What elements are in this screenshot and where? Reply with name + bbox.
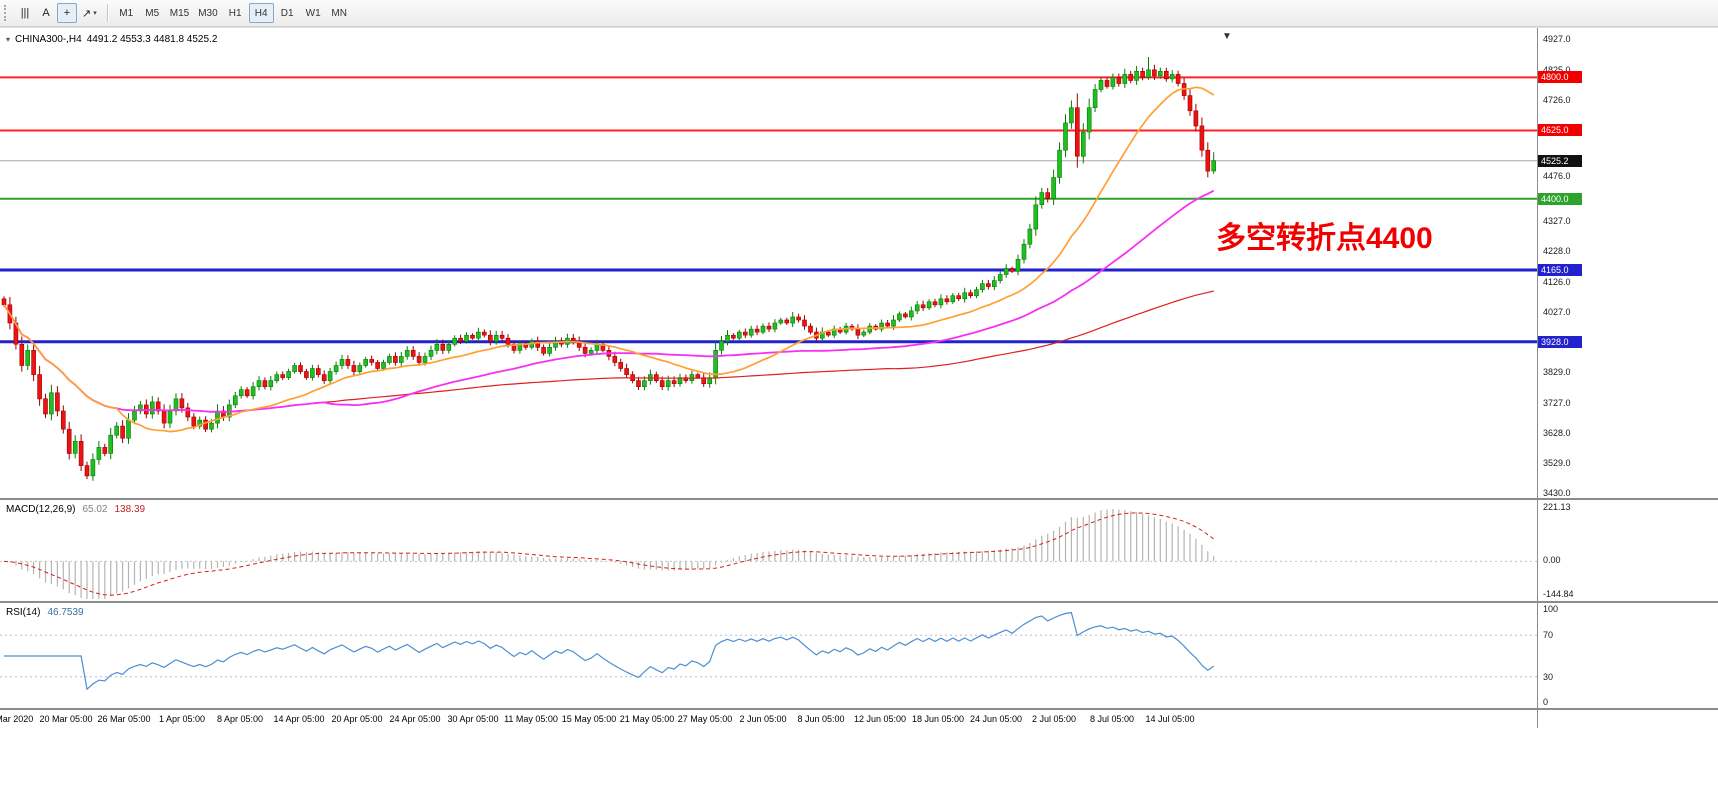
timeframe-button-h1[interactable]: H1 — [228, 7, 242, 19]
price-tick: 3529.0 — [1543, 458, 1571, 468]
macd-label: MACD(12,26,9) 65.02 138.39 — [6, 504, 145, 515]
rsi-label: RSI(14) 46.7539 — [6, 607, 84, 618]
pane-splitter-macd[interactable] — [0, 498, 1718, 500]
price-tag-4165.0: 4165.0 — [1538, 264, 1582, 276]
time-label: 12 Jun 05:00 — [853, 714, 907, 724]
time-label: 18 Jun 05:00 — [911, 714, 965, 724]
rsi-axis-0: 0 — [1543, 697, 1549, 707]
time-scale[interactable]: 16 Mar 2020 20 Mar 05:00 26 Mar 05:00 1 Apr… — [0, 708, 1537, 730]
rsi-chart[interactable] — [0, 604, 1537, 708]
pane-splitter-rsi[interactable] — [0, 601, 1718, 603]
rsi-axis-70: 70 — [1543, 630, 1554, 640]
time-label: 8 Jul 05:00 — [1089, 714, 1135, 724]
macd-axis-zero: 0.00 — [1543, 555, 1561, 565]
macd-axis-top: 221.13 — [1543, 502, 1571, 512]
ohlc-quote: 4491.2 4553.3 4481.8 4525.2 — [86, 34, 218, 45]
price-tag-4625.0: 4625.0 — [1538, 124, 1582, 136]
price-tick: 4327.0 — [1543, 216, 1571, 226]
macd-name: MACD(12,26,9) — [6, 504, 76, 515]
price-tag-4400.0: 4400.0 — [1538, 193, 1582, 205]
time-label: 27 May 05:00 — [677, 714, 733, 724]
text-tool-icon: A — [42, 7, 50, 19]
toolbar-tools: ||| A + ↗ ▾ — [15, 3, 101, 23]
price-tick: 4825.0 — [1543, 65, 1571, 75]
price-scale[interactable]: 4927.04825.04726.04626.04526.04476.04327… — [1538, 31, 1716, 498]
candles-tool-icon: ||| — [20, 7, 30, 19]
price-tick: 4476.0 — [1543, 171, 1571, 181]
chart-annotation[interactable]: 多空转折点4400 — [1216, 222, 1433, 255]
time-label: 20 Apr 05:00 — [331, 714, 383, 724]
timeframe-button-m30[interactable]: M30 — [198, 7, 218, 19]
chart-title: ▾ CHINA300-,H4 4491.2 4553.3 4481.8 4525… — [6, 34, 217, 45]
price-tag-4525.2: 4525.2 — [1538, 155, 1582, 167]
timeframe-button-m15[interactable]: M15 — [169, 7, 190, 19]
caret-icon: ▾ — [93, 10, 97, 17]
rsi-axis-30: 30 — [1543, 672, 1554, 682]
time-label: 30 Apr 05:00 — [447, 714, 499, 724]
price-tick: 3430.0 — [1543, 488, 1571, 498]
timeframe-toolbar: M1 M5 M15 M30 H1 H4 D1 W1 MN — [114, 3, 352, 23]
time-label: 24 Apr 05:00 — [389, 714, 441, 724]
time-label: 11 May 05:00 — [504, 714, 558, 724]
time-label: 21 May 05:00 — [619, 714, 675, 724]
timeframe-button-d1[interactable]: D1 — [280, 7, 294, 19]
chart-window: ▾ CHINA300-,H4 4491.2 4553.3 4481.8 4525… — [0, 27, 1718, 793]
time-label: 2 Jun 05:00 — [739, 714, 787, 724]
timeframe-button-mn[interactable]: MN — [331, 7, 347, 19]
price-tick: 4126.0 — [1543, 277, 1571, 287]
time-label: 8 Apr 05:00 — [216, 714, 264, 724]
chart-context-icon[interactable]: ▾ — [6, 35, 11, 44]
rsi-axis-100: 100 — [1543, 604, 1559, 614]
time-label: 15 May 05:00 — [561, 714, 617, 724]
price-tick: 4726.0 — [1543, 95, 1571, 105]
time-label: 14 Apr 05:00 — [273, 714, 325, 724]
scale-divider — [1537, 28, 1538, 728]
time-label: 24 Jun 05:00 — [969, 714, 1023, 724]
toolbar-separator — [106, 4, 108, 22]
price-tick: 4927.0 — [1543, 34, 1571, 44]
price-pane[interactable]: ▾ CHINA300-,H4 4491.2 4553.3 4481.8 4525… — [0, 31, 1537, 498]
time-label: 1 Apr 05:00 — [158, 714, 206, 724]
price-tick: 3829.0 — [1543, 367, 1571, 377]
time-label: 14 Jul 05:00 — [1145, 714, 1195, 724]
rsi-name: RSI(14) — [6, 607, 41, 618]
time-label: 2 Jul 05:00 — [1031, 714, 1077, 724]
toolbar-grip[interactable] — [4, 5, 10, 21]
price-tag-4800.0: 4800.0 — [1538, 71, 1582, 83]
crosshair-tool[interactable]: + — [57, 3, 77, 23]
timeframe-button-w1[interactable]: W1 — [305, 7, 321, 19]
price-tick: 4027.0 — [1543, 307, 1571, 317]
time-label: 16 Mar 2020 — [0, 714, 34, 724]
price-tick: 4228.0 — [1543, 246, 1571, 256]
crosshair-tool-icon: + — [63, 7, 71, 19]
macd-main-value: 65.02 — [82, 504, 108, 515]
rsi-scale[interactable]: 100 70 30 0 — [1538, 604, 1716, 708]
toolbar: ||| A + ↗ ▾ M1 M5 M15 M30 H1 H4 D1 W1 MN — [0, 0, 1718, 27]
macd-signal-value: 138.39 — [114, 504, 146, 515]
timeframe-button-h4[interactable]: H4 — [248, 3, 274, 23]
rsi-pane[interactable]: RSI(14) 46.7539 — [0, 604, 1537, 708]
time-label: 26 Mar 05:00 — [97, 714, 151, 724]
autoscroll-marker-icon: ▼ — [1222, 31, 1232, 42]
arrows-dropdown-icon: ↗ — [82, 7, 92, 20]
price-tick: 3727.0 — [1543, 398, 1571, 408]
macd-axis-bottom: -144.84 — [1543, 589, 1574, 599]
symbol-timeframe-label: CHINA300-,H4 — [15, 34, 82, 45]
price-tick: 3628.0 — [1543, 428, 1571, 438]
rsi-value: 46.7539 — [47, 607, 84, 618]
macd-scale[interactable]: 221.13 0.00 -144.84 — [1538, 501, 1716, 601]
text-tool[interactable]: A — [36, 3, 56, 23]
time-axis-divider — [0, 708, 1718, 710]
candles-tool[interactable]: ||| — [15, 3, 35, 23]
macd-chart[interactable] — [0, 501, 1537, 601]
arrows-dropdown[interactable]: ↗ ▾ — [78, 3, 101, 23]
time-label: 20 Mar 05:00 — [39, 714, 93, 724]
price-chart[interactable] — [0, 31, 1537, 498]
timeframe-button-m5[interactable]: M5 — [145, 7, 160, 19]
price-tag-3928.0: 3928.0 — [1538, 336, 1582, 348]
timeframe-button-m1[interactable]: M1 — [119, 7, 134, 19]
time-label: 8 Jun 05:00 — [797, 714, 845, 724]
macd-pane[interactable]: MACD(12,26,9) 65.02 138.39 — [0, 501, 1537, 601]
